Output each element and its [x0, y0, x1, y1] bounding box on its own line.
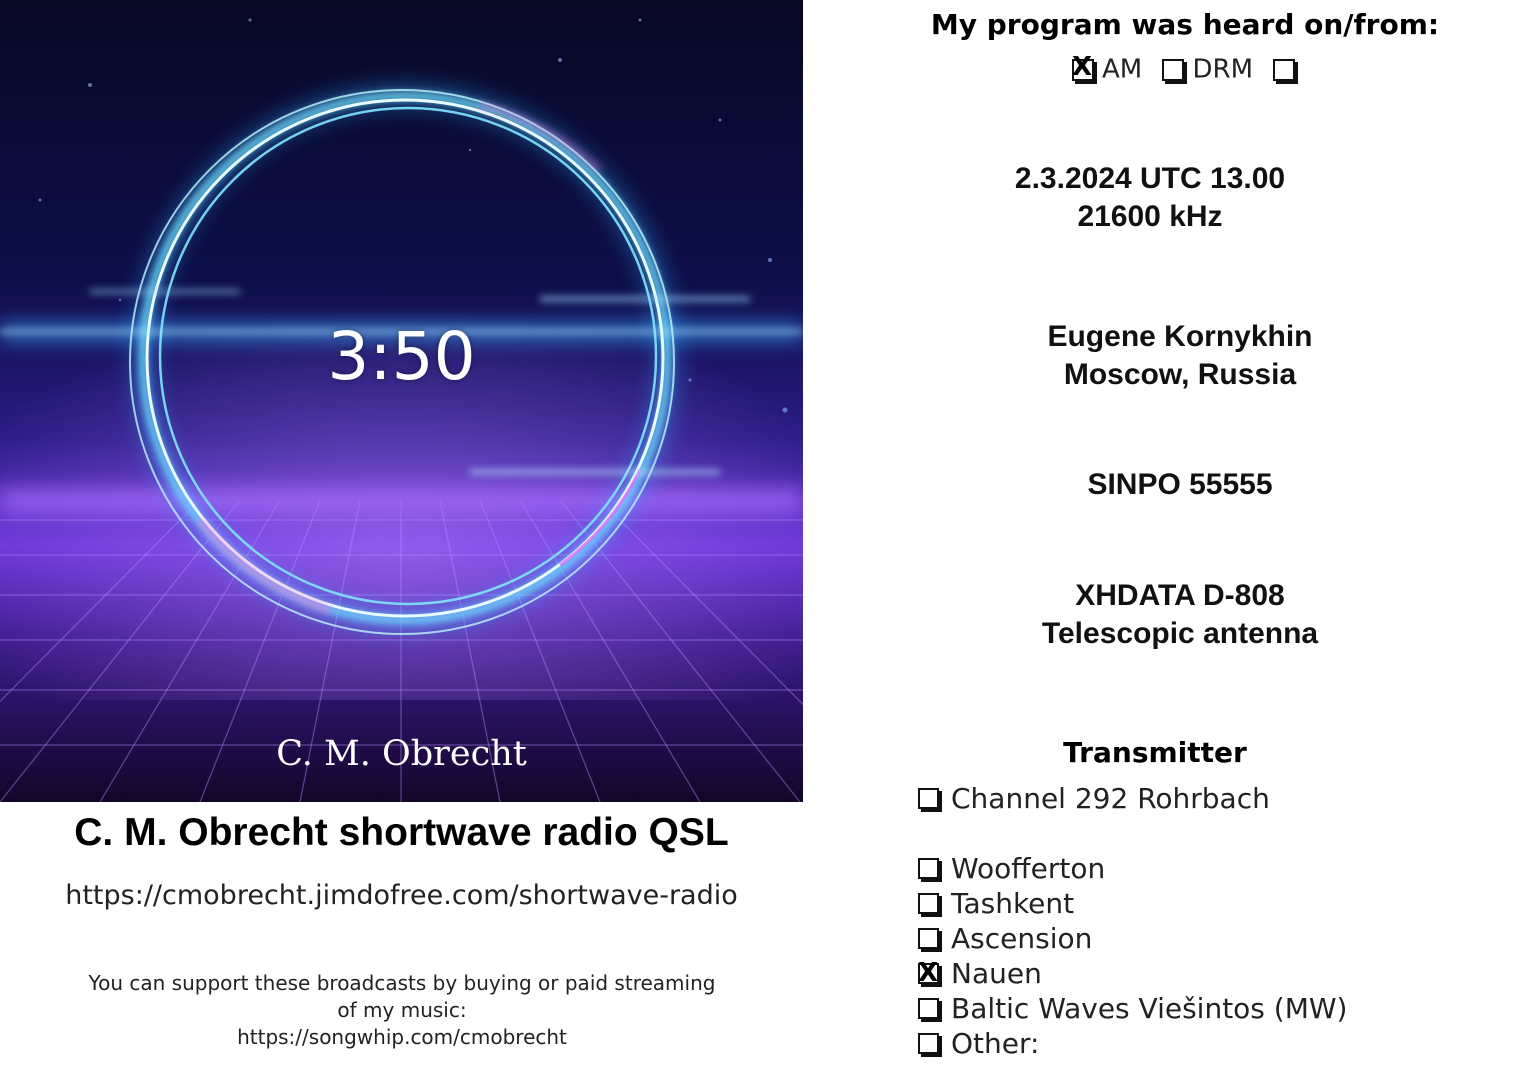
sinpo-rating: SINPO 55555	[1087, 468, 1273, 501]
receiver-block: XHDATA D-808 Telescopic antenna	[980, 577, 1380, 653]
transmitter-option: Ascension	[918, 921, 1347, 956]
am-checkbox-checked	[1072, 52, 1094, 82]
transmitter-list: Channel 292 Rohrbach Woofferton Tashkent…	[918, 781, 1347, 1061]
checkbox-icon	[918, 997, 939, 1019]
checkbox-icon	[918, 787, 939, 809]
qsl-website-link[interactable]: https://cmobrecht.jimdofree.com/shortwav…	[65, 880, 738, 911]
glowing-ring	[129, 83, 680, 635]
listener-block: Eugene Kornykhin Moscow, Russia	[980, 318, 1380, 394]
transmitter-label: Ascension	[951, 922, 1093, 955]
mode-label-am: AM	[1102, 54, 1143, 85]
drm-checkbox	[1162, 58, 1185, 81]
support-text-line: of my music:	[337, 998, 467, 1022]
transmitter-label: Channel 292 Rohrbach	[951, 782, 1270, 815]
artist-name: C. M. Obrecht	[276, 734, 527, 774]
artwork-graphic	[0, 0, 803, 802]
album-artwork: 3:50 C. M. Obrecht	[0, 0, 803, 802]
antenna-type: Telescopic antenna	[1041, 617, 1319, 650]
checkbox-icon	[918, 1032, 939, 1054]
transmitter-label: Baltic Waves Viešintos (MW)	[951, 992, 1348, 1025]
heard-heading: My program was heard on/from:	[930, 8, 1440, 41]
transmitter-option: Other:	[918, 1026, 1347, 1061]
transmitter-option: Tashkent	[918, 886, 1347, 921]
track-duration: 3:50	[327, 318, 476, 395]
transmitter-label: Tashkent	[951, 887, 1075, 920]
checkbox-icon	[918, 927, 939, 949]
transmitter-option: Woofferton	[918, 851, 1347, 886]
listener-name: Eugene Kornykhin	[1047, 320, 1313, 353]
transmitter-heading: Transmitter	[1063, 736, 1247, 769]
reception-frequency: 21600 kHz	[1077, 200, 1223, 233]
mode-label-drm: DRM	[1192, 54, 1254, 85]
checked-checkbox-icon	[918, 956, 939, 991]
checkbox-icon	[918, 892, 939, 914]
grid-floor	[0, 499, 803, 802]
transmitter-label: Other:	[951, 1027, 1040, 1060]
transmitter-option: Nauen	[918, 956, 1347, 991]
transmitter-label: Woofferton	[951, 852, 1106, 885]
transmitter-label: Nauen	[951, 957, 1042, 990]
support-text-line: You can support these broadcasts by buyi…	[88, 971, 716, 995]
transmitter-option: Baltic Waves Viešintos (MW)	[918, 991, 1347, 1026]
transmitter-option: Channel 292 Rohrbach	[918, 781, 1347, 816]
qsl-title: C. M. Obrecht shortwave radio QSL	[74, 811, 729, 854]
reception-time-block: 2.3.2024 UTC 13.00 21600 kHz	[950, 160, 1350, 236]
mode-checkboxes: AM DRM	[1072, 52, 1303, 85]
reception-datetime: 2.3.2024 UTC 13.00	[1014, 162, 1286, 195]
support-text: You can support these broadcasts by buyi…	[40, 970, 764, 1051]
extra-mode-checkbox	[1273, 58, 1296, 81]
checkbox-icon	[918, 857, 939, 879]
listener-location: Moscow, Russia	[1063, 358, 1297, 391]
receiver-model: XHDATA D-808	[1075, 579, 1285, 612]
support-music-link[interactable]: https://songwhip.com/cmobrecht	[237, 1025, 567, 1049]
